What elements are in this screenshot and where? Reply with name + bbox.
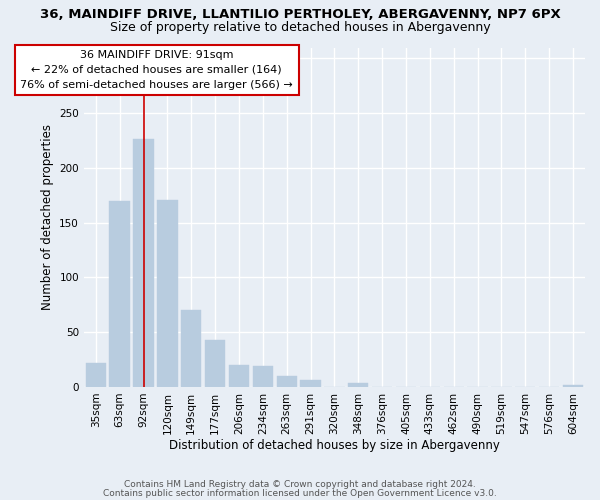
Text: Size of property relative to detached houses in Abergavenny: Size of property relative to detached ho… (110, 21, 490, 34)
Bar (86, 363, 106, 387)
Text: Contains public sector information licensed under the Open Government Licence v3: Contains public sector information licen… (103, 490, 497, 498)
Text: 36, MAINDIFF DRIVE, LLANTILIO PERTHOLEY, ABERGAVENNY, NP7 6PX: 36, MAINDIFF DRIVE, LLANTILIO PERTHOLEY,… (40, 8, 560, 20)
Bar (133, 140, 154, 387)
Bar (181, 310, 202, 387)
Text: Contains HM Land Registry data © Crown copyright and database right 2024.: Contains HM Land Registry data © Crown c… (124, 480, 476, 489)
Bar (205, 340, 225, 387)
Bar (229, 365, 249, 387)
Y-axis label: Number of detached properties: Number of detached properties (41, 124, 53, 310)
Bar (157, 200, 178, 387)
Bar (253, 366, 273, 387)
Text: 36 MAINDIFF DRIVE: 91sqm
← 22% of detached houses are smaller (164)
76% of semi-: 36 MAINDIFF DRIVE: 91sqm ← 22% of detach… (20, 50, 293, 90)
X-axis label: Distribution of detached houses by size in Abergavenny: Distribution of detached houses by size … (169, 440, 500, 452)
Bar (348, 382, 368, 387)
Bar (277, 376, 297, 387)
Bar (563, 385, 583, 387)
Bar (109, 201, 130, 387)
Bar (301, 380, 320, 387)
